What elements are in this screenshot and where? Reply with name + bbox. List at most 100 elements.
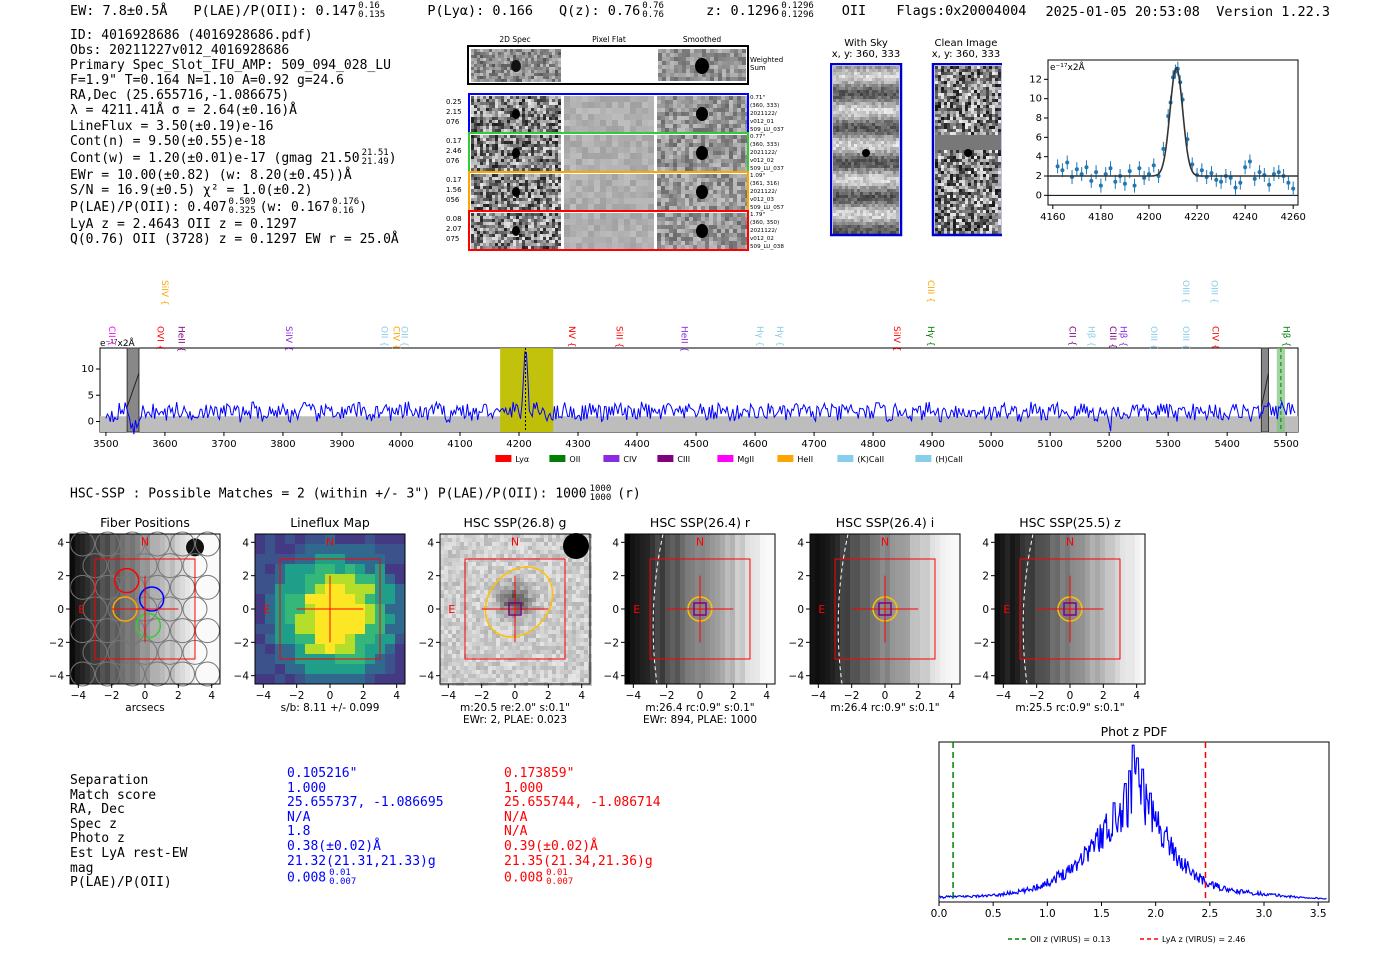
sky-pixel — [881, 87, 884, 90]
sky-pixel — [959, 87, 962, 90]
noise-pixel — [483, 147, 486, 150]
sky-pixel — [842, 195, 845, 198]
noise-pixel — [636, 219, 642, 225]
noise-pixel — [498, 204, 501, 207]
noise-pixel — [709, 182, 713, 186]
noise-pixel — [543, 159, 546, 162]
sky-pixel — [884, 177, 887, 180]
sky-pixel — [989, 78, 992, 81]
sky-pixel — [875, 210, 878, 213]
sky-pixel — [896, 165, 899, 168]
noise-pixel — [504, 111, 507, 114]
noise-pixel — [681, 245, 685, 249]
noise-pixel — [737, 112, 741, 116]
sky-pixel — [965, 102, 968, 105]
noise-pixel — [600, 204, 606, 210]
noise-pixel — [618, 114, 624, 120]
sky-pixel — [848, 195, 851, 198]
noise-pixel — [471, 70, 474, 73]
sky-pixel — [887, 81, 890, 84]
noise-pixel — [501, 183, 504, 186]
noise-pixel — [661, 233, 665, 237]
sky-pixel — [860, 153, 863, 156]
sky-pixel — [971, 69, 974, 72]
noise-pixel — [673, 135, 677, 139]
noise-pixel — [673, 104, 677, 108]
sky-pixel — [953, 126, 956, 129]
noise-pixel — [689, 100, 693, 104]
noise-pixel — [498, 183, 501, 186]
header-datetime: 2025-01-05 20:53:08 — [1045, 4, 1200, 20]
sky-pixel — [980, 66, 983, 69]
stamp-gap — [654, 174, 657, 210]
sky-pixel — [956, 99, 959, 102]
noise-pixel — [519, 52, 522, 55]
sky-pixel — [887, 183, 890, 186]
noise-pixel — [504, 216, 507, 219]
noise-pixel — [558, 102, 561, 105]
sky-pixel — [854, 93, 857, 96]
noise-pixel — [673, 147, 677, 151]
sky-pixel — [845, 210, 848, 213]
sky-pixel — [878, 174, 881, 177]
noise-pixel — [618, 213, 624, 219]
sky-panel-frame — [830, 63, 903, 237]
noise-pixel — [730, 49, 734, 53]
noise-pixel — [706, 77, 710, 81]
noise-pixel — [483, 135, 486, 138]
sky-pixel — [863, 66, 866, 69]
sky-pixel — [953, 114, 956, 117]
sky-pixel — [836, 228, 839, 231]
sky-pixel — [863, 84, 866, 87]
sky-pixel — [884, 192, 887, 195]
sky-pixel — [863, 129, 866, 132]
sky-pixel — [971, 117, 974, 120]
noise-pixel — [471, 141, 474, 144]
noise-pixel — [552, 64, 555, 67]
sky-pixel — [875, 150, 878, 153]
noise-pixel — [546, 234, 549, 237]
noise-pixel — [555, 49, 558, 52]
sky-pixel — [941, 132, 944, 135]
noise-pixel — [543, 49, 546, 52]
noise-pixel — [558, 159, 561, 162]
noise-pixel — [657, 194, 661, 198]
noise-pixel — [474, 73, 477, 76]
noise-pixel — [669, 155, 673, 159]
sky-pixel — [935, 78, 938, 81]
noise-pixel — [540, 183, 543, 186]
sky-pixel — [839, 126, 842, 129]
sky-pixel — [857, 90, 860, 93]
sky-pixel — [986, 105, 989, 108]
noise-pixel — [504, 114, 507, 117]
noise-pixel — [717, 104, 721, 108]
noise-pixel — [504, 246, 507, 249]
noise-pixel — [486, 180, 489, 183]
noise-pixel — [537, 165, 540, 168]
noise-pixel — [486, 135, 489, 138]
sky-pixel — [890, 198, 893, 201]
sky-pixel — [866, 171, 869, 174]
sky-pixel — [974, 126, 977, 129]
sky-pixel — [836, 84, 839, 87]
noise-pixel — [477, 99, 480, 102]
noise-pixel — [705, 241, 709, 245]
sky-pixel — [872, 180, 875, 183]
sky-pixel — [980, 132, 983, 135]
sky-pixel — [854, 75, 857, 78]
sky-pixel — [836, 135, 839, 138]
noise-pixel — [673, 221, 677, 225]
sky-pixel — [857, 87, 860, 90]
noise-pixel — [630, 213, 636, 219]
noise-pixel — [516, 183, 519, 186]
noise-pixel — [630, 102, 636, 108]
noise-pixel — [718, 77, 722, 81]
noise-pixel — [725, 245, 729, 249]
noise-pixel — [661, 147, 665, 151]
sky-pixel — [857, 228, 860, 231]
noise-pixel — [534, 108, 537, 111]
noise-pixel — [519, 237, 522, 240]
noise-pixel — [582, 147, 588, 153]
noise-pixel — [510, 201, 513, 204]
fiber-row-info: v012_01 — [750, 119, 774, 125]
